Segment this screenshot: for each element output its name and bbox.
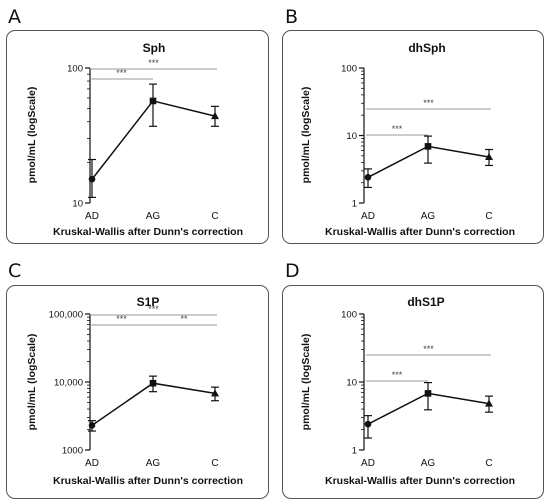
y-tick-label-sph: 10 [72, 199, 83, 210]
chart-s1p: S1P pmol/mL (logScale) Kruskal-Wallis af… [26, 295, 243, 487]
significance-label-s1p: *** [148, 304, 159, 314]
x-tick-label-dhs1p: AD [361, 458, 375, 469]
chart-dhsph: dhSph pmol/mL (logScale) Kruskal-Wallis … [300, 41, 515, 238]
chart-title-dhs1p: dhS1P [407, 295, 444, 309]
panel-letter-d: D [285, 260, 300, 282]
significance-label-dhsph: *** [392, 124, 403, 134]
x-axis-label-sph: Kruskal-Wallis after Dunn's correction [53, 226, 243, 238]
y-axis-label-dhs1p: pmol/mL (logScale) [300, 334, 312, 431]
y-tick-label-dhsph: 100 [341, 64, 357, 75]
data-point-c-sph [211, 111, 219, 120]
y-tick-label-s1p: 10,000 [54, 378, 83, 389]
x-tick-label-dhs1p: AG [421, 458, 436, 469]
y-tick-label-dhs1p: 10 [346, 378, 357, 389]
y-tick-label-sph: 100 [67, 64, 83, 75]
chart-title-s1p: S1P [137, 295, 160, 309]
data-point-c-dhs1p [485, 399, 493, 407]
y-tick-label-dhsph: 1 [352, 199, 357, 210]
panel-b-frame [282, 30, 544, 244]
significance-label-sph: *** [116, 68, 127, 78]
data-point-ad-dhsph [364, 174, 372, 181]
chart-title-sph: Sph [143, 41, 166, 55]
x-tick-label-dhsph: AG [421, 211, 436, 222]
panel-c-frame [6, 285, 269, 499]
x-tick-label-dhsph: C [485, 211, 492, 222]
significance-label-dhs1p: *** [423, 344, 434, 354]
panel-letter-a: A [8, 6, 21, 28]
significance-label-s1p: *** [116, 314, 127, 324]
x-tick-label-sph: AD [85, 211, 99, 222]
data-point-ag-s1p [149, 379, 157, 387]
data-point-ag-dhsph [424, 143, 432, 150]
data-point-ag-sph [149, 97, 157, 105]
plot-area-dhs1p: 1 10 100 AD AG C *** *** [341, 310, 493, 469]
y-tick-label-s1p: 1000 [62, 446, 83, 457]
data-point-c-dhsph [485, 152, 493, 161]
x-tick-label-sph: C [211, 211, 218, 222]
y-axis-label-s1p: pmol/mL (logScale) [26, 334, 38, 431]
panel-letter-b: B [285, 6, 299, 28]
data-point-ag-dhs1p [424, 390, 432, 397]
significance-label-s1p: ** [180, 314, 188, 324]
x-tick-label-sph: AG [146, 211, 161, 222]
data-point-ad-sph [88, 175, 96, 183]
x-tick-label-s1p: C [211, 458, 218, 469]
data-point-c-s1p [211, 389, 219, 397]
x-axis-label-s1p: Kruskal-Wallis after Dunn's correction [53, 475, 243, 487]
significance-label-dhsph: *** [423, 98, 434, 108]
y-axis-label-sph: pmol/mL (logScale) [26, 87, 38, 184]
data-point-ad-dhs1p [364, 420, 372, 428]
significance-label-sph: *** [148, 58, 159, 68]
plot-area-sph: 10 100 AD AG C *** *** [67, 58, 219, 222]
x-tick-label-dhsph: AD [361, 211, 375, 222]
y-axis-label-dhsph: pmol/mL (logScale) [300, 87, 312, 184]
x-axis-label-dhsph: Kruskal-Wallis after Dunn's correction [325, 226, 515, 238]
significance-label-dhs1p: *** [392, 370, 403, 380]
x-axis-label-dhs1p: Kruskal-Wallis after Dunn's correction [325, 475, 515, 487]
plot-area-dhsph: 1 10 100 AD AG C *** *** [341, 64, 493, 222]
x-tick-label-s1p: AG [146, 458, 161, 469]
chart-sph: Sph pmol/mL (logScale) Kruskal-Wallis af… [26, 41, 243, 238]
y-tick-label-s1p: 100,000 [49, 310, 83, 321]
data-point-ad-s1p [88, 422, 96, 429]
chart-dhs1p: dhS1P pmol/mL (logScale) Kruskal-Wallis … [300, 295, 515, 487]
panel-a-frame [6, 30, 269, 244]
y-tick-label-dhs1p: 100 [341, 310, 357, 321]
y-tick-label-dhs1p: 1 [352, 446, 357, 457]
x-tick-label-s1p: AD [85, 458, 99, 469]
y-tick-label-dhsph: 10 [346, 131, 357, 142]
panel-letter-c: C [8, 260, 22, 282]
panel-d-frame [282, 285, 544, 499]
x-tick-label-dhs1p: C [485, 458, 492, 469]
chart-title-dhsph: dhSph [408, 41, 445, 55]
